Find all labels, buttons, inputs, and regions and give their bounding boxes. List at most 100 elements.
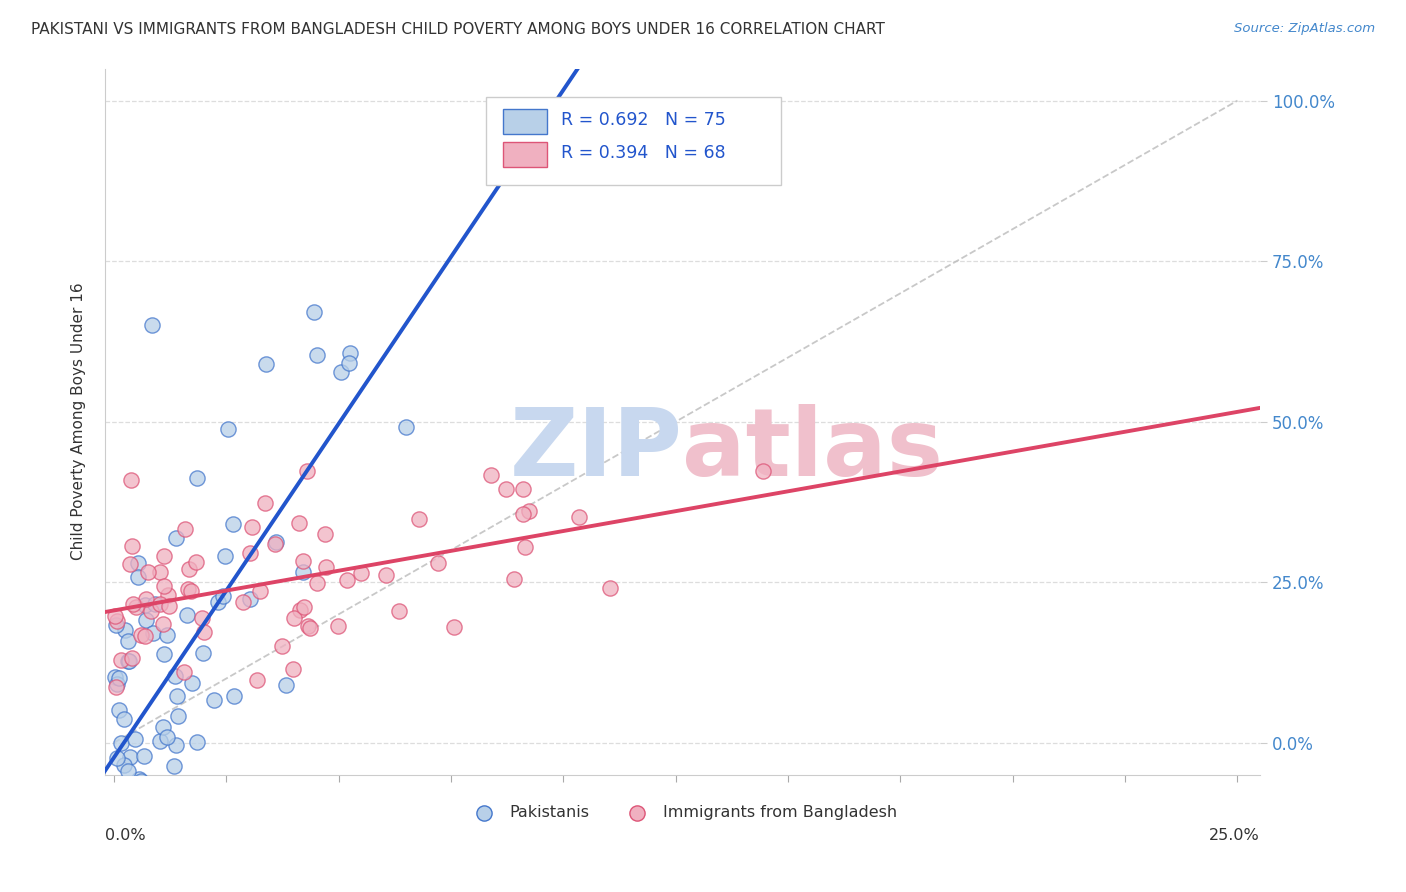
Point (239, 546, 262, 560)
Point (112, 712, 135, 726)
Point (166, 689, 188, 703)
Point (292, 566, 315, 580)
Point (105, 614, 128, 628)
Point (193, 624, 215, 639)
Point (114, 623, 136, 637)
Point (104, 670, 127, 684)
Point (173, 665, 195, 680)
Point (375, 568, 398, 582)
Point (127, 556, 149, 570)
Point (295, 464, 318, 478)
Point (217, 422, 239, 436)
Point (152, 832, 174, 847)
Point (117, 633, 139, 648)
Point (104, 609, 127, 624)
Point (152, 549, 174, 563)
Point (388, 604, 411, 618)
Point (180, 675, 202, 690)
Point (115, 796, 138, 810)
Point (315, 559, 337, 574)
Point (479, 468, 502, 483)
Point (180, 583, 202, 598)
Point (283, 611, 305, 625)
Point (263, 537, 285, 551)
Point (443, 620, 465, 634)
Point (305, 348, 328, 362)
Point (186, 555, 208, 569)
Point (112, 758, 135, 772)
Point (304, 305, 326, 319)
Point (111, 782, 134, 797)
Point (246, 673, 269, 688)
Point (134, 629, 156, 643)
Point (128, 772, 150, 786)
Point (177, 582, 200, 596)
Point (290, 602, 312, 616)
Point (138, 565, 160, 579)
Point (264, 535, 287, 549)
Point (121, 651, 143, 665)
Point (118, 558, 141, 572)
Point (152, 616, 174, 631)
Point (105, 617, 128, 632)
Point (207, 595, 229, 609)
Text: R = 0.692   N = 75: R = 0.692 N = 75 (561, 112, 725, 129)
Point (110, 832, 132, 847)
Point (152, 720, 174, 734)
Point (156, 628, 179, 642)
Point (165, 669, 187, 683)
Point (110, 736, 132, 750)
Point (512, 482, 534, 496)
Point (153, 579, 176, 593)
Point (186, 470, 208, 484)
Y-axis label: Child Poverty Among Boys Under 16: Child Poverty Among Boys Under 16 (72, 283, 86, 560)
Text: R = 0.394   N = 68: R = 0.394 N = 68 (561, 145, 725, 162)
Point (176, 607, 198, 622)
Point (292, 600, 315, 615)
Point (134, 598, 156, 612)
Point (191, 611, 214, 625)
Point (139, 604, 162, 618)
Point (127, 570, 149, 584)
Point (142, 626, 165, 640)
Point (270, 639, 292, 653)
Point (515, 540, 537, 554)
Point (156, 730, 179, 744)
Point (117, 654, 139, 668)
Point (307, 576, 329, 591)
Point (339, 356, 361, 370)
Point (495, 482, 517, 496)
Point (240, 520, 263, 534)
Point (149, 565, 172, 579)
Point (127, 832, 149, 847)
Point (314, 526, 336, 541)
Point (599, 581, 621, 595)
Point (283, 663, 305, 677)
Point (254, 357, 277, 371)
Point (291, 554, 314, 568)
Point (503, 572, 526, 586)
Point (427, 557, 450, 571)
Point (298, 621, 321, 635)
Point (287, 516, 309, 531)
Point (157, 599, 180, 613)
Point (166, 708, 188, 723)
FancyBboxPatch shape (486, 96, 780, 185)
Point (118, 805, 141, 819)
FancyBboxPatch shape (503, 109, 547, 134)
Point (124, 732, 146, 747)
Point (408, 512, 430, 526)
FancyBboxPatch shape (503, 142, 547, 168)
Text: ZIP: ZIP (509, 404, 682, 496)
Point (326, 618, 349, 632)
Point (163, 759, 186, 773)
Point (165, 531, 187, 545)
Text: atlas: atlas (682, 404, 943, 496)
Point (129, 773, 152, 788)
Point (238, 592, 260, 607)
Point (165, 739, 187, 753)
Point (108, 671, 131, 685)
Point (120, 750, 142, 764)
Text: Source: ZipAtlas.com: Source: ZipAtlas.com (1234, 22, 1375, 36)
Point (122, 597, 145, 611)
